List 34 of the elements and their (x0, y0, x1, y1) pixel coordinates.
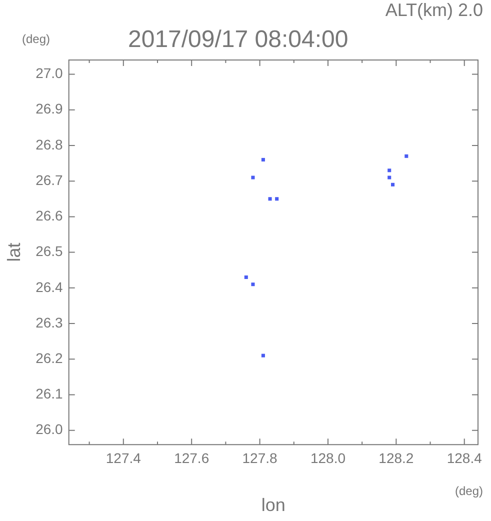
x-tick-label: 128.4 (446, 450, 482, 466)
chart-subtitle: ALT(km) 2.0 (385, 0, 483, 21)
point (275, 197, 279, 201)
y-tick-label: 26.1 (36, 386, 64, 402)
x-axis-title: lon (261, 495, 286, 516)
y-tick-label: 27.0 (36, 65, 64, 82)
x-tick-label: 128.0 (310, 450, 346, 466)
text: (deg) (22, 32, 50, 46)
y-tick-label: 26.2 (36, 350, 64, 366)
y-tick-label: 26.8 (36, 136, 64, 152)
point (261, 354, 265, 358)
point (388, 168, 392, 172)
point (251, 176, 255, 180)
point (404, 154, 408, 158)
point (390, 182, 395, 186)
y-tick-label: 26.7 (36, 172, 64, 188)
point (244, 275, 248, 279)
y-tick-label: 26.6 (36, 208, 64, 224)
y-tick-label: 26.4 (36, 278, 64, 295)
point (268, 197, 272, 201)
y-tick-label: 26.5 (36, 243, 64, 260)
y-tick-label: 26.9 (36, 100, 64, 117)
x-tick-label: 127.4 (106, 450, 142, 466)
point (261, 158, 265, 162)
chart-title: 2017/09/17 08:04:00 (128, 26, 348, 54)
x-tick-label: 127.8 (242, 450, 278, 466)
text: (deg) (454, 484, 483, 498)
y-tick-label: 26.3 (36, 314, 64, 330)
x-tick-label: 127.6 (174, 450, 210, 466)
y-axis-title: lat (4, 242, 24, 262)
point (251, 282, 255, 286)
y-tick-label: 26.0 (36, 421, 64, 438)
point (388, 176, 392, 180)
x-tick-label: 128.2 (378, 450, 414, 466)
